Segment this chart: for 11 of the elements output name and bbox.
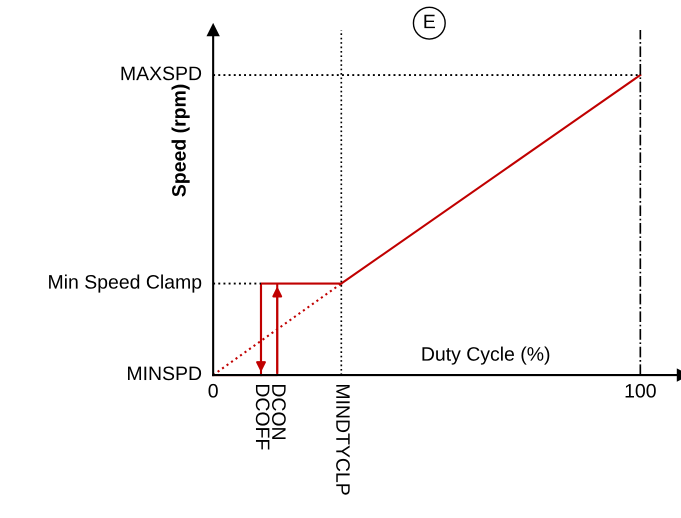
x-tick-label: 100 [626,384,656,398]
ref-line-label: Min Speed Clamp [49,274,202,293]
annotation: MINDTYCLP [336,384,350,495]
annotation: DCON [272,384,286,440]
text: E [424,14,435,28]
y-axis-title: Speed (rpm) [172,84,190,197]
x-axis-title: Duty Cycle (%) [422,346,550,365]
x-tick-label: 0 [208,384,218,398]
annotation: MINSPD [128,366,202,380]
ref-line-label: MAXSPD [122,66,202,80]
annotation: DCOFF [256,384,270,450]
